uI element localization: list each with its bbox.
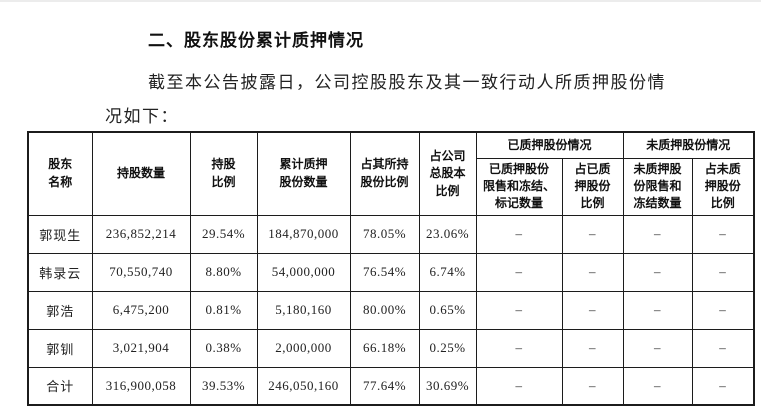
cell-shares-held: 3,021,904	[91, 328, 191, 368]
cell-pct-of-capital: 30.69%	[418, 366, 477, 406]
header-unpledged-restricted: 未质押股 份限售和 冻结数量	[622, 157, 693, 216]
cell-pct-of-held: 77.64%	[349, 366, 420, 406]
table-row: 郭浩 6,475,200 0.81% 5,180,160 80.00% 0.65…	[27, 290, 755, 330]
header-pledged-group: 已质押股份情况	[475, 131, 624, 159]
header-pct-of-capital: 占公司 总股本 比例	[418, 131, 477, 216]
cell-pct-of-capital: 6.74%	[418, 252, 477, 292]
cell-shares-held: 70,550,740	[91, 252, 191, 292]
intro-paragraph-line-2: 况如下：	[105, 107, 179, 126]
cell-shares-held: 6,475,200	[91, 290, 191, 330]
cell-pct-of-held: 66.18%	[349, 328, 420, 368]
cell-cumulative-pledged: 246,050,160	[256, 366, 351, 406]
header-pledged-restricted-pct: 占已质 押股份 比例	[561, 157, 624, 216]
cell-pct-of-held: 78.05%	[349, 214, 420, 254]
cell-pledged-restricted-pct: –	[561, 328, 624, 368]
cell-unpledged-restricted-pct: –	[691, 366, 755, 406]
cell-pct-of-capital: 0.65%	[418, 290, 477, 330]
cell-shares-held: 236,852,214	[91, 214, 191, 254]
cell-unpledged-restricted: –	[622, 252, 693, 292]
cell-pledged-restricted-pct: –	[561, 252, 624, 292]
table-row-total: 合计 316,900,058 39.53% 246,050,160 77.64%…	[27, 366, 755, 406]
cell-holding-ratio: 29.54%	[189, 214, 258, 254]
cell-cumulative-pledged: 2,000,000	[256, 328, 351, 368]
cell-holding-ratio: 0.81%	[189, 290, 258, 330]
header-shareholder-name: 股东 名称	[27, 131, 93, 216]
cell-pledged-restricted: –	[475, 366, 563, 406]
table-row: 郭钏 3,021,904 0.38% 2,000,000 66.18% 0.25…	[27, 328, 755, 368]
cell-unpledged-restricted-pct: –	[691, 214, 755, 254]
cell-pct-of-capital: 0.25%	[418, 328, 477, 368]
cell-pct-of-held: 76.54%	[349, 252, 420, 292]
pledge-summary-table: 股东 名称 持股数量 持股 比例 累计质押 股份数量 占其所持 股份比例 占公司…	[27, 131, 756, 407]
cell-shareholder-name: 郭钏	[27, 328, 93, 368]
cell-cumulative-pledged: 5,180,160	[256, 290, 351, 330]
cell-pledged-restricted-pct: –	[561, 214, 624, 254]
header-pledged-restricted: 已质押股份 限售和冻结、 标记数量	[475, 157, 563, 216]
cell-shareholder-name: 韩录云	[27, 252, 93, 292]
cell-pledged-restricted-pct: –	[561, 290, 624, 330]
cell-pledged-restricted: –	[475, 252, 563, 292]
cell-pct-of-held: 80.00%	[349, 290, 420, 330]
cell-pct-of-capital: 23.06%	[418, 214, 477, 254]
cell-unpledged-restricted-pct: –	[691, 328, 755, 368]
cell-unpledged-restricted: –	[622, 328, 693, 368]
header-unpledged-group: 未质押股份情况	[622, 131, 755, 159]
header-pct-of-held: 占其所持 股份比例	[349, 131, 420, 216]
cell-shares-held: 316,900,058	[91, 366, 191, 406]
cell-cumulative-pledged: 54,000,000	[256, 252, 351, 292]
cell-cumulative-pledged: 184,870,000	[256, 214, 351, 254]
cell-unpledged-restricted-pct: –	[691, 252, 755, 292]
table-row: 韩录云 70,550,740 8.80% 54,000,000 76.54% 6…	[27, 252, 755, 292]
cell-pledged-restricted: –	[475, 328, 563, 368]
cell-unpledged-restricted: –	[622, 214, 693, 254]
cell-shareholder-name: 郭现生	[27, 214, 93, 254]
table-row: 郭现生 236,852,214 29.54% 184,870,000 78.05…	[27, 214, 755, 254]
cell-pledged-restricted: –	[475, 290, 563, 330]
cell-shareholder-name: 合计	[27, 366, 93, 406]
table-header-group-row: 股东 名称 持股数量 持股 比例 累计质押 股份数量 占其所持 股份比例 占公司…	[27, 131, 755, 216]
cell-pledged-restricted: –	[475, 214, 563, 254]
cell-holding-ratio: 0.38%	[189, 328, 258, 368]
cell-pledged-restricted-pct: –	[561, 366, 624, 406]
header-unpledged-restricted-pct: 占未质 押股份 比例	[691, 157, 755, 216]
section-title: 二、股东股份累计质押情况	[148, 31, 364, 50]
cell-unpledged-restricted: –	[622, 366, 693, 406]
header-shares-held: 持股数量	[91, 131, 191, 216]
intro-paragraph-line-1: 截至本公告披露日，公司控股股东及其一致行动人所质押股份情	[148, 73, 666, 92]
page-top-edge	[0, 0, 761, 2]
cell-holding-ratio: 39.53%	[189, 366, 258, 406]
cell-unpledged-restricted-pct: –	[691, 290, 755, 330]
cell-unpledged-restricted: –	[622, 290, 693, 330]
header-holding-ratio: 持股 比例	[189, 131, 258, 216]
table-header-sub-row: 已质押股份 限售和冻结、 标记数量 占已质 押股份 比例 未质押股 份限售和 冻…	[28, 157, 755, 216]
header-cumulative-pledged: 累计质押 股份数量	[256, 131, 351, 216]
cell-holding-ratio: 8.80%	[189, 252, 258, 292]
cell-shareholder-name: 郭浩	[27, 290, 93, 330]
